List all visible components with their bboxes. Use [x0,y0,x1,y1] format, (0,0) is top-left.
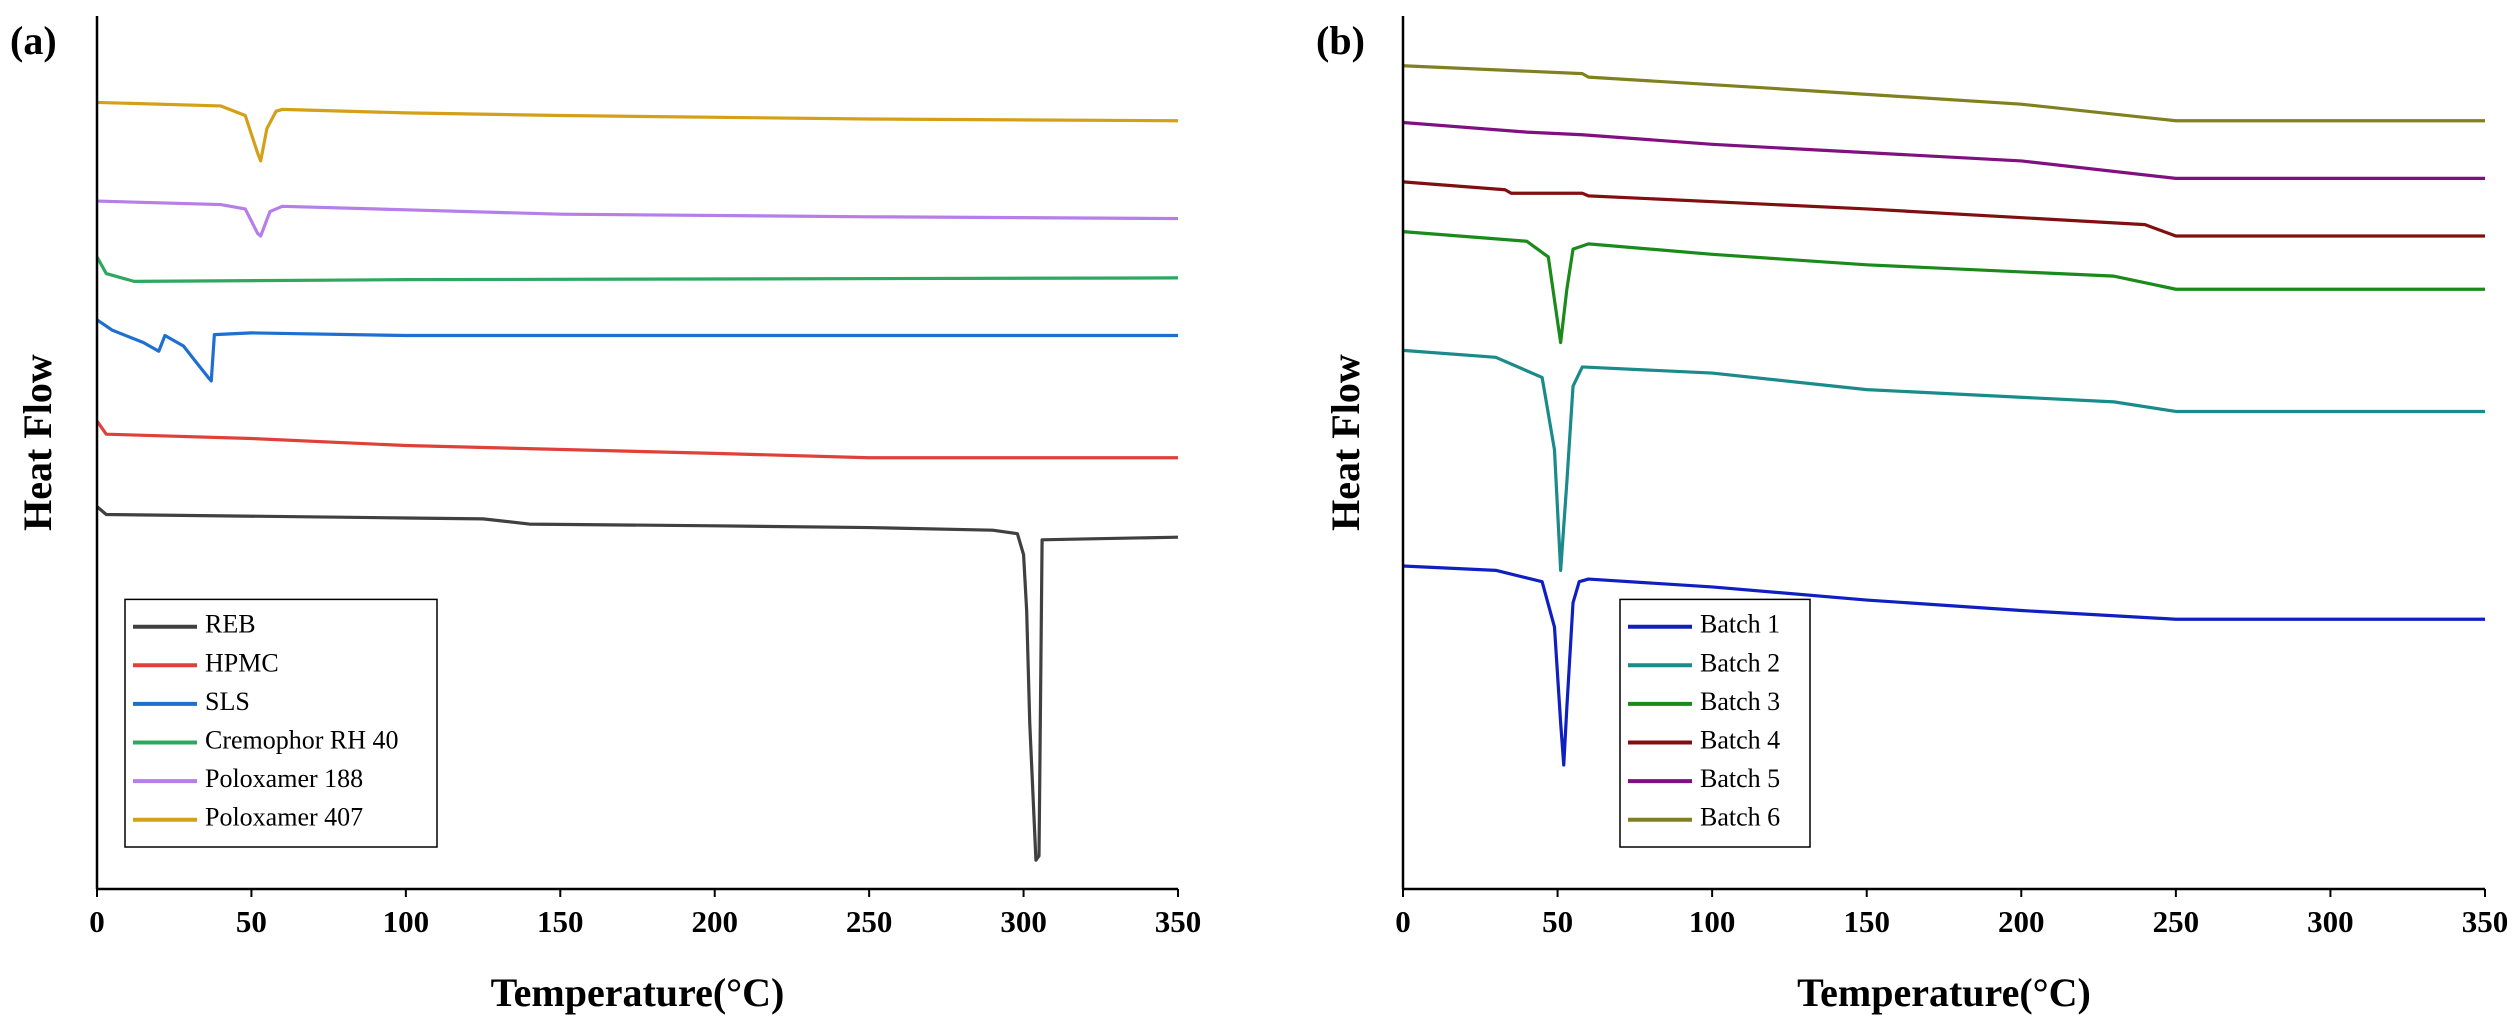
data-line [96,100,1179,163]
data-line [95,256,1179,283]
legend-box [1619,598,1811,848]
x-tick-label: 200 [691,904,738,939]
legend-label: Batch 1 [1700,610,1780,639]
x-axis-label: Temperature(°C) [491,970,785,1015]
legend-label: Cremophor RH 40 [205,725,399,754]
data-line [1402,564,2485,767]
x-tick-label: 300 [1000,904,1047,939]
data-line [95,505,1179,862]
legend-label: Poloxamer 407 [205,803,363,832]
legend-label: Batch 3 [1700,687,1780,716]
x-tick-label: 150 [537,904,584,939]
legend-label: SLS [205,687,250,716]
data-line [96,318,1178,383]
legend-label: Batch 4 [1700,725,1780,754]
legend-label: HPMC [205,648,279,677]
y-axis-label: Heat Flow [1323,354,1368,531]
x-tick-label: 50 [236,904,267,939]
legend: Batch 1 Batch 2 Batch 3 Batch 4 Batch 5 Batch… [1619,598,1811,848]
x-tick-label: 200 [1998,904,2045,939]
x-tick-label: 50 [1542,904,1573,939]
chart-panel: (b) Temperature(°C) Heat Flow 0 50 100 150 200 2… [1316,16,2508,1015]
x-tick-label: 100 [383,904,430,939]
data-line [95,420,1178,460]
panel-label: (b) [1316,18,1365,63]
x-tick-label: 350 [2462,904,2509,939]
data-line [1402,64,2485,123]
data-line [1402,230,2485,345]
x-axis-label: Temperature(°C) [1797,970,2091,1015]
chart-panel: (a) Temperature(°C) Heat Flow 0 50 100 150 200 2… [10,16,1201,1015]
legend-label: REB [205,610,256,639]
x-tick-label: 300 [2307,904,2354,939]
data-line [96,199,1179,238]
x-tick-label: 350 [1155,904,1202,939]
y-axis-label: Heat Flow [15,354,60,531]
legend-box [124,598,438,848]
data-line [1402,348,2485,572]
legend-label: Batch 2 [1700,648,1780,677]
legend-label: Batch 5 [1700,764,1780,793]
legend-label: Poloxamer 188 [205,764,363,793]
legend-label: Batch 6 [1700,803,1780,832]
x-tick-label: 100 [1689,904,1736,939]
x-tick-label: 0 [89,904,105,939]
data-line [1402,120,2485,180]
data-line [1402,180,2485,238]
x-tick-label: 0 [1395,904,1411,939]
x-tick-label: 250 [846,904,893,939]
x-tick-label: 150 [1843,904,1890,939]
x-tick-label: 250 [2153,904,2200,939]
legend: REB HPMC SLS Cremophor RH 40 Poloxamer 188 Po… [124,598,438,848]
panel-label: (a) [10,18,57,63]
